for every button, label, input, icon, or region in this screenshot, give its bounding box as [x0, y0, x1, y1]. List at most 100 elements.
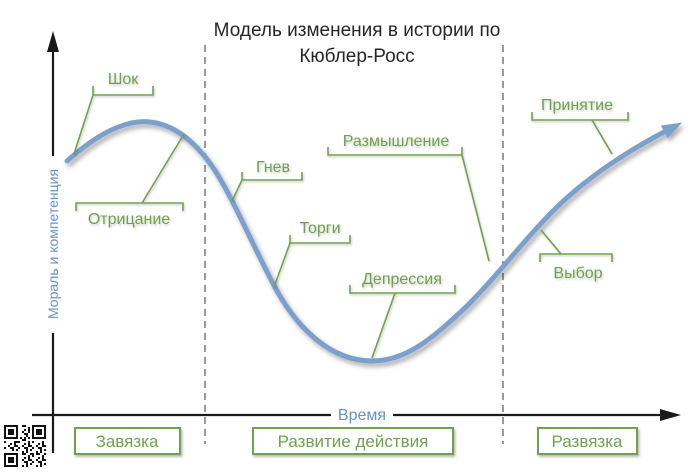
qr-module [24, 429, 26, 431]
qr-module [24, 443, 26, 445]
qr-module [40, 447, 42, 449]
qr-module [44, 459, 46, 461]
phase-setup-label: Завязка [96, 432, 159, 451]
callout-bargaining: Торги [273, 220, 351, 288]
qr-module [42, 459, 44, 461]
qr-module [28, 441, 30, 443]
qr-module [26, 435, 28, 437]
qr-module [26, 461, 28, 463]
qr-module [30, 459, 32, 461]
change-curve [64, 119, 682, 364]
qr-module [44, 449, 46, 451]
qr-module [38, 443, 40, 445]
qr-module [26, 451, 28, 453]
qr-module [14, 441, 16, 443]
callout-choice-label: Выбор [553, 265, 602, 282]
qr-module [12, 449, 14, 451]
phase-resolution: Развязка [537, 427, 638, 455]
qr-module [24, 461, 26, 463]
qr-module [14, 443, 16, 445]
x-axis-label: Время [338, 407, 386, 424]
qr-module [24, 453, 26, 455]
qr-module [18, 447, 20, 449]
qr-module [38, 457, 40, 459]
callout-choice: Выбор [539, 229, 613, 282]
qr-module [30, 463, 32, 465]
qr-module [28, 427, 30, 429]
qr-module [22, 451, 24, 453]
qr-module [32, 453, 34, 455]
qr-module [22, 431, 24, 433]
qr-module [10, 447, 12, 449]
callout-shock-label: Шок [108, 71, 140, 88]
qr-module [42, 445, 44, 447]
qr-module [18, 441, 20, 443]
curve-callouts: Шок Отрицание Гнев Торги Размышление Деп… [73, 71, 629, 359]
phase-resolution-label: Развязка [552, 432, 623, 451]
callout-shock: Шок [73, 71, 154, 155]
qr-module [4, 447, 6, 449]
callout-anger-label: Гнев [256, 159, 290, 176]
qr-module [24, 425, 26, 427]
qr-module [26, 447, 28, 449]
qr-module [40, 461, 42, 463]
qr-module [42, 457, 44, 459]
qr-module [32, 447, 34, 449]
x-axis: Время [32, 407, 681, 424]
qr-module [44, 453, 46, 455]
qr-module [16, 441, 18, 443]
qr-module [36, 459, 38, 461]
qr-module [28, 429, 30, 431]
qr-module [14, 445, 16, 447]
qr-module [42, 441, 44, 443]
diagram-title-line2: Кюблер-Росс [299, 46, 414, 67]
phase-development-label: Развитие действия [278, 432, 429, 451]
qr-module [40, 451, 42, 453]
qr-module [36, 451, 38, 453]
qr-module [28, 443, 30, 445]
qr-module [36, 445, 38, 447]
change-curve-path [64, 119, 669, 364]
qr-module [24, 439, 26, 441]
y-axis-arrow-icon [47, 31, 59, 52]
qr-module [26, 433, 28, 435]
qr-module [44, 463, 46, 465]
qr-module [22, 445, 24, 447]
qr-module [24, 457, 26, 459]
qr-module [24, 437, 26, 439]
callout-acceptance: Принятие [531, 97, 629, 155]
qr-module [8, 445, 10, 447]
x-axis-arrow-icon [660, 409, 681, 421]
qr-module [16, 445, 18, 447]
callout-acceptance-label: Принятие [541, 97, 613, 114]
qr-module [38, 453, 40, 455]
phase-development: Развитие действия [252, 427, 454, 455]
qr-code-icon [4, 425, 46, 467]
qr-module [22, 439, 24, 441]
callout-depression-label: Депрессия [362, 271, 442, 288]
phase-setup: Завязка [74, 427, 181, 455]
qr-module [28, 459, 30, 461]
qr-module [44, 445, 46, 447]
qr-module [26, 465, 28, 467]
qr-module [16, 449, 18, 451]
qr-module [32, 455, 34, 457]
qr-module [36, 453, 38, 455]
qr-module [42, 455, 44, 457]
callout-denial: Отрицание [75, 133, 185, 228]
qr-module [28, 437, 30, 439]
qr-module [24, 433, 26, 435]
qr-module [24, 447, 26, 449]
qr-module [28, 455, 30, 457]
qr-module [28, 431, 30, 433]
y-axis-label: Мораль и компетенция [45, 169, 61, 319]
y-axis: Мораль и компетенция [45, 31, 61, 453]
diagram-title-line1: Модель изменения в истории по [214, 20, 501, 41]
qr-module [36, 429, 42, 435]
qr-module [22, 425, 24, 427]
qr-module [42, 443, 44, 445]
callout-anger: Гнев [231, 159, 303, 202]
qr-module [28, 445, 30, 447]
qr-module [30, 445, 32, 447]
